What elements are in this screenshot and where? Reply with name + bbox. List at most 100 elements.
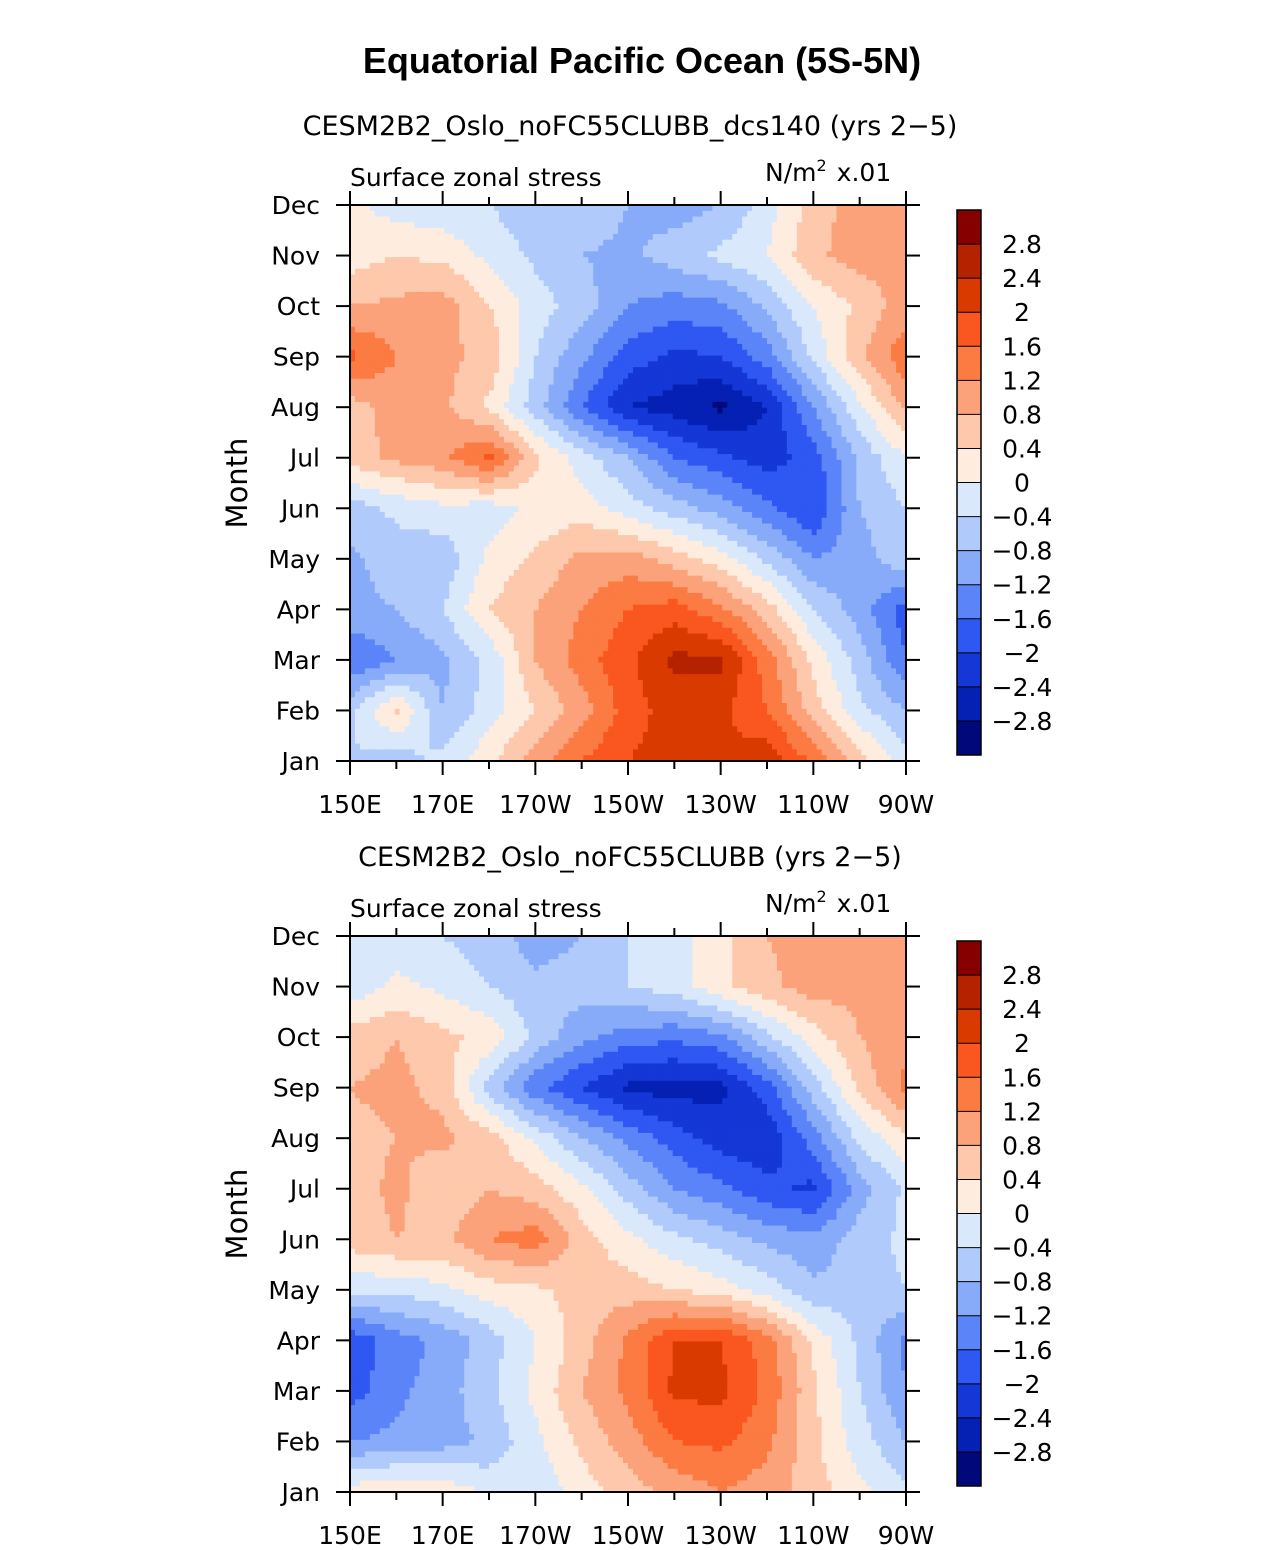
heatmap-cell xyxy=(533,361,540,368)
heatmap-cell xyxy=(891,332,897,339)
heatmap-cell xyxy=(767,396,773,403)
heatmap-cell xyxy=(786,355,793,362)
heatmap-cell xyxy=(613,320,619,328)
heatmap-cell xyxy=(742,396,748,403)
heatmap-cell xyxy=(434,448,440,455)
heatmap-cell xyxy=(618,303,624,310)
heatmap-cell xyxy=(826,332,833,339)
heatmap-cell xyxy=(623,233,629,241)
heatmap-cell xyxy=(449,425,455,432)
heatmap-cell xyxy=(424,372,431,380)
heatmap-cell xyxy=(394,436,401,444)
heatmap-cell xyxy=(469,205,475,212)
heatmap-cell xyxy=(528,268,535,276)
heatmap-cell xyxy=(439,245,445,252)
heatmap-cell xyxy=(811,239,818,247)
heatmap-cell xyxy=(876,286,882,293)
heatmap-cell xyxy=(707,338,713,345)
heatmap-cell xyxy=(449,459,455,467)
heatmap-cell xyxy=(484,367,490,374)
heatmap-cell xyxy=(687,210,694,218)
heatmap-cell xyxy=(816,407,823,415)
heatmap-cell xyxy=(419,378,426,386)
heatmap-cell xyxy=(518,390,525,397)
heatmap-cell xyxy=(474,268,480,276)
heatmap-cell xyxy=(379,286,386,293)
heatmap-cell xyxy=(732,367,738,374)
heatmap-cell xyxy=(374,367,381,374)
heatmap-cell xyxy=(503,390,510,397)
heatmap-cell xyxy=(498,228,505,235)
heatmap-cell xyxy=(518,436,525,444)
heatmap-cell xyxy=(558,291,565,299)
heatmap-cell xyxy=(444,205,450,212)
heatmap-cell xyxy=(851,228,857,235)
heatmap-cell xyxy=(513,401,520,409)
heatmap-cell xyxy=(523,309,530,316)
heatmap-cell xyxy=(836,257,843,264)
heatmap-cell xyxy=(717,332,723,339)
heatmap-cell xyxy=(886,355,892,362)
heatmap-cell xyxy=(806,257,813,264)
heatmap-cell xyxy=(841,454,848,461)
heatmap-cell xyxy=(806,205,813,212)
heatmap-cell xyxy=(871,349,877,357)
heatmap-cell xyxy=(459,401,465,409)
heatmap-cell xyxy=(399,390,406,397)
heatmap-cell xyxy=(652,419,659,426)
units-scale: x.01 xyxy=(837,158,892,187)
heatmap-cell xyxy=(389,245,396,252)
heatmap-cell xyxy=(821,390,828,397)
heatmap-cell xyxy=(816,390,823,397)
heatmap-cell xyxy=(394,309,401,316)
heatmap-cell xyxy=(896,407,902,415)
heatmap-cell xyxy=(459,407,465,415)
heatmap-cell xyxy=(603,338,609,345)
heatmap-cell xyxy=(578,291,584,299)
heatmap-cell xyxy=(871,372,877,380)
heatmap-cell xyxy=(642,378,649,386)
heatmap-cell xyxy=(647,436,654,444)
heatmap-cell xyxy=(608,309,614,316)
heatmap-cell xyxy=(692,344,699,351)
heatmap-cell xyxy=(886,309,892,316)
heatmap-cell xyxy=(414,291,421,299)
heatmap-cell xyxy=(702,413,709,420)
heatmap-cell xyxy=(608,216,614,223)
heatmap-cell xyxy=(459,448,465,455)
heatmap-cell xyxy=(647,442,654,449)
heatmap-cell xyxy=(677,396,684,403)
heatmap-cell xyxy=(508,251,515,258)
heatmap-cell xyxy=(469,228,475,235)
heatmap-cell xyxy=(469,239,475,247)
heatmap-cell xyxy=(781,367,788,374)
heatmap-cell xyxy=(419,257,426,264)
heatmap-cell xyxy=(503,245,510,252)
heatmap-cell xyxy=(394,274,401,281)
heatmap-cell xyxy=(632,378,639,386)
heatmap-cell xyxy=(791,303,798,310)
heatmap-cell xyxy=(836,303,843,310)
heatmap-cell xyxy=(742,425,748,432)
heatmap-cell xyxy=(796,228,803,235)
heatmap-cell xyxy=(489,367,495,374)
heatmap-cell xyxy=(379,268,386,276)
heatmap-cell xyxy=(404,378,411,386)
heatmap-cell xyxy=(528,338,535,345)
heatmap-cell xyxy=(493,401,500,409)
heatmap-cell xyxy=(449,390,455,397)
heatmap-cell xyxy=(891,280,897,287)
heatmap-cell xyxy=(623,239,629,247)
heatmap-cell xyxy=(771,303,778,310)
heatmap-cell xyxy=(533,401,540,409)
heatmap-cell xyxy=(737,367,743,374)
heatmap-cell xyxy=(608,315,614,322)
heatmap-cell xyxy=(419,320,426,328)
heatmap-cell xyxy=(399,401,406,409)
heatmap-cell xyxy=(642,349,649,357)
heatmap-cell xyxy=(722,228,728,235)
heatmap-cell xyxy=(484,210,490,218)
heatmap-cell xyxy=(429,233,435,241)
heatmap-cell xyxy=(786,361,793,368)
heatmap-cell xyxy=(652,361,659,368)
